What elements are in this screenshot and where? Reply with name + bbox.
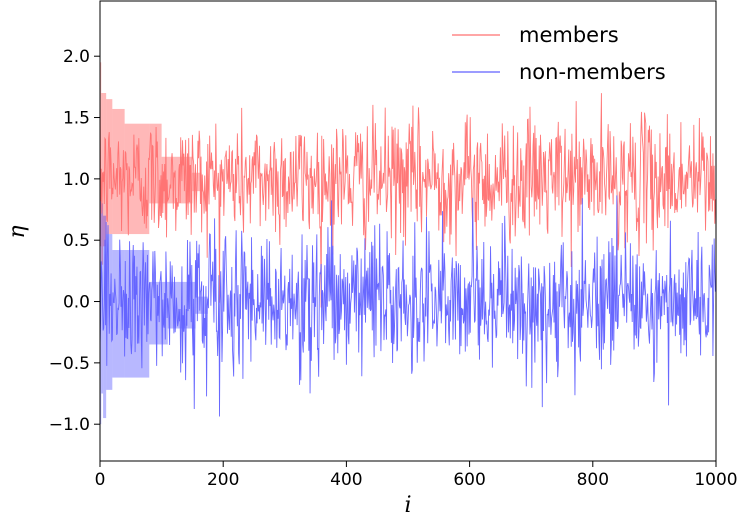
y-tick-label--0.5: −0.5 (49, 354, 90, 374)
x-axis: 0 200 400 600 800 1000 (95, 461, 738, 490)
series-line-non-members (99, 195, 716, 417)
x-tick-label-800: 800 (577, 470, 609, 490)
y-tick-label-1: 1.0 (63, 170, 90, 190)
y-axis-label: η (5, 225, 30, 238)
legend: members non-members (452, 23, 666, 84)
y-axis: −1.0 −0.5 0.0 0.5 1.0 1.5 2.0 (49, 47, 100, 435)
y-tick-label-0: 0.0 (63, 293, 90, 313)
y-tick-label-0.5: 0.5 (63, 231, 90, 251)
y-tick-label--1: −1.0 (49, 415, 90, 435)
x-tick-label-600: 600 (453, 470, 485, 490)
x-tick-label-0: 0 (95, 470, 106, 490)
spread-band-non-members-2 (103, 215, 107, 419)
spread-band-layer (100, 62, 208, 425)
x-tick-label-1000: 1000 (694, 470, 737, 490)
x-tick-label-200: 200 (207, 470, 239, 490)
spread-band-non-members-4 (112, 250, 125, 378)
plot-frame (99, 0, 717, 462)
x-axis-label: i (404, 493, 411, 518)
y-tick-label-2: 2.0 (63, 47, 90, 67)
legend-label-non-members: non-members (519, 60, 666, 84)
y-tick-label-1.5: 1.5 (63, 109, 90, 129)
series-line-layer (99, 93, 716, 417)
x-tick-label-400: 400 (330, 470, 362, 490)
series-line-members (99, 93, 716, 308)
legend-label-members: members (519, 23, 619, 47)
